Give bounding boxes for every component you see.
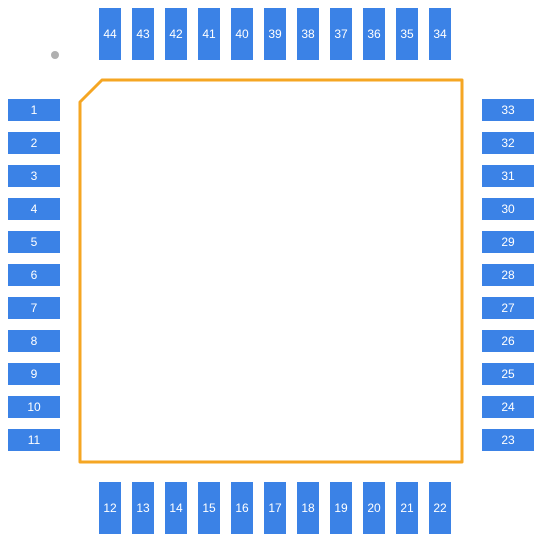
pin-label: 9 <box>31 367 38 381</box>
pin-label: 14 <box>169 501 182 515</box>
pin-label: 10 <box>27 400 40 414</box>
pin-label: 30 <box>501 202 514 216</box>
pin-31: 31 <box>482 165 534 187</box>
pin-6: 6 <box>8 264 60 286</box>
pin-32: 32 <box>482 132 534 154</box>
pin-39: 39 <box>264 8 286 60</box>
pin-label: 35 <box>400 27 413 41</box>
pin-29: 29 <box>482 231 534 253</box>
pin-43: 43 <box>132 8 154 60</box>
pin-38: 38 <box>297 8 319 60</box>
pin-3: 3 <box>8 165 60 187</box>
pin-14: 14 <box>165 482 187 534</box>
pin-label: 39 <box>268 27 281 41</box>
pin-label: 12 <box>103 501 116 515</box>
pin-4: 4 <box>8 198 60 220</box>
chip-footprint: { "package": { "type": "QFP-44", "pin_co… <box>0 0 542 542</box>
pin-label: 33 <box>501 103 514 117</box>
pin-label: 11 <box>28 433 40 447</box>
pin-7: 7 <box>8 297 60 319</box>
pin-label: 16 <box>235 501 248 515</box>
pin-40: 40 <box>231 8 253 60</box>
pin-label: 36 <box>367 27 380 41</box>
pin-26: 26 <box>482 330 534 352</box>
pin-5: 5 <box>8 231 60 253</box>
pin-28: 28 <box>482 264 534 286</box>
pin-label: 25 <box>501 367 514 381</box>
pin-25: 25 <box>482 363 534 385</box>
pin-label: 31 <box>501 169 514 183</box>
pin-label: 40 <box>235 27 248 41</box>
pin-label: 26 <box>501 334 514 348</box>
pin-label: 4 <box>31 202 38 216</box>
pin-33: 33 <box>482 99 534 121</box>
pin-label: 41 <box>202 27 215 41</box>
pin-label: 44 <box>103 27 116 41</box>
pin-37: 37 <box>330 8 352 60</box>
pin-label: 24 <box>501 400 514 414</box>
pin-label: 19 <box>334 501 347 515</box>
pin-label: 6 <box>31 268 38 282</box>
pin-21: 21 <box>396 482 418 534</box>
pin-41: 41 <box>198 8 220 60</box>
pin-15: 15 <box>198 482 220 534</box>
pin-label: 34 <box>433 27 446 41</box>
pin-12: 12 <box>99 482 121 534</box>
pin-label: 29 <box>501 235 514 249</box>
pin-9: 9 <box>8 363 60 385</box>
pin-27: 27 <box>482 297 534 319</box>
pin-label: 3 <box>31 169 38 183</box>
pin-1: 1 <box>8 99 60 121</box>
pin-19: 19 <box>330 482 352 534</box>
pin-34: 34 <box>429 8 451 60</box>
pin-10: 10 <box>8 396 60 418</box>
pin-11: 11 <box>8 429 60 451</box>
pin-42: 42 <box>165 8 187 60</box>
pin-label: 5 <box>31 235 38 249</box>
pin-label: 1 <box>31 103 38 117</box>
pin-label: 23 <box>501 433 514 447</box>
pin-18: 18 <box>297 482 319 534</box>
pin-23: 23 <box>482 429 534 451</box>
chip-body-outline <box>0 0 542 542</box>
pin-label: 22 <box>433 501 446 515</box>
pin-36: 36 <box>363 8 385 60</box>
pin-16: 16 <box>231 482 253 534</box>
pin-35: 35 <box>396 8 418 60</box>
pin-label: 17 <box>268 501 281 515</box>
pin-30: 30 <box>482 198 534 220</box>
pin-label: 7 <box>31 301 38 315</box>
pin-label: 28 <box>501 268 514 282</box>
pin-label: 42 <box>169 27 182 41</box>
pin-2: 2 <box>8 132 60 154</box>
pin-label: 38 <box>301 27 314 41</box>
pin-label: 20 <box>367 501 380 515</box>
pin-label: 32 <box>501 136 514 150</box>
pin-label: 8 <box>31 334 38 348</box>
chip-body-polygon <box>80 80 462 462</box>
pin-label: 37 <box>334 27 347 41</box>
pin-17: 17 <box>264 482 286 534</box>
pin-label: 13 <box>136 501 149 515</box>
pin-44: 44 <box>99 8 121 60</box>
pin-8: 8 <box>8 330 60 352</box>
pin-24: 24 <box>482 396 534 418</box>
pin-label: 15 <box>202 501 215 515</box>
pin-label: 18 <box>301 501 314 515</box>
pin-20: 20 <box>363 482 385 534</box>
pin1-indicator-dot <box>51 51 59 59</box>
pin-13: 13 <box>132 482 154 534</box>
pin-22: 22 <box>429 482 451 534</box>
pin-label: 21 <box>400 501 413 515</box>
pin-label: 2 <box>31 136 38 150</box>
pin-label: 43 <box>136 27 149 41</box>
pin-label: 27 <box>501 301 514 315</box>
